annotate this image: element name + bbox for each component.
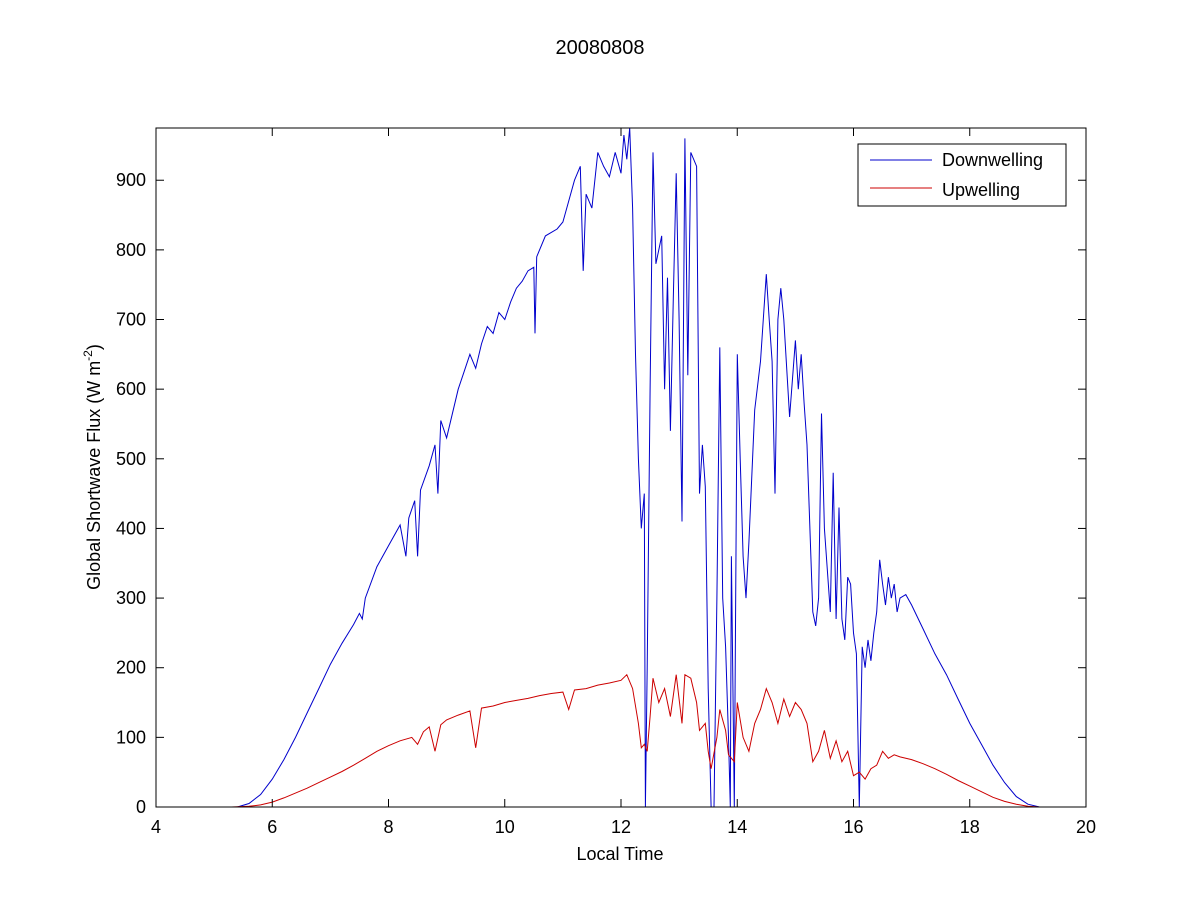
x-tick-label: 10 xyxy=(495,817,515,837)
y-tick-label: 800 xyxy=(116,240,146,260)
y-axis-label-close: ) xyxy=(84,344,104,350)
y-tick-label: 400 xyxy=(116,518,146,538)
chart-title: 20080808 xyxy=(556,37,645,59)
x-tick-label: 20 xyxy=(1076,817,1096,837)
x-tick-label: 8 xyxy=(383,817,393,837)
x-tick-label: 6 xyxy=(267,817,277,837)
y-axis: 0 100 200 300 400 500 600 700 800 900 xyxy=(116,170,1086,817)
y-tick-label: 300 xyxy=(116,588,146,608)
x-tick-label: 4 xyxy=(151,817,161,837)
x-axis: 4 6 8 10 12 14 16 18 20 xyxy=(151,128,1096,837)
x-tick-label: 16 xyxy=(843,817,863,837)
x-tick-label: 18 xyxy=(960,817,980,837)
y-tick-label: 700 xyxy=(116,310,146,330)
y-axis-label-superscript: -2 xyxy=(81,350,95,361)
legend-box xyxy=(857,143,1067,207)
series-layer xyxy=(231,127,1040,808)
series-line-upwelling xyxy=(231,673,1040,808)
legend: Downwelling Upwelling xyxy=(857,143,1067,207)
legend-label-downwelling: Downwelling xyxy=(942,150,1043,170)
x-axis-label: Local Time xyxy=(576,844,663,864)
y-axis-label-main: Global Shortwave Flux (W m xyxy=(84,361,104,590)
y-tick-label: 600 xyxy=(116,379,146,399)
y-tick-label: 200 xyxy=(116,658,146,678)
series-line-downwelling xyxy=(237,127,1040,808)
y-tick-label: 0 xyxy=(136,797,146,817)
y-tick-label: 500 xyxy=(116,449,146,469)
x-tick-label: 14 xyxy=(727,817,747,837)
plot-area-frame xyxy=(155,127,1087,808)
y-tick-label: 900 xyxy=(116,170,146,190)
legend-label-upwelling: Upwelling xyxy=(942,180,1020,200)
x-tick-label: 12 xyxy=(611,817,631,837)
y-axis-label: Global Shortwave Flux (W m-2) xyxy=(81,344,104,590)
y-tick-label: 100 xyxy=(116,727,146,747)
